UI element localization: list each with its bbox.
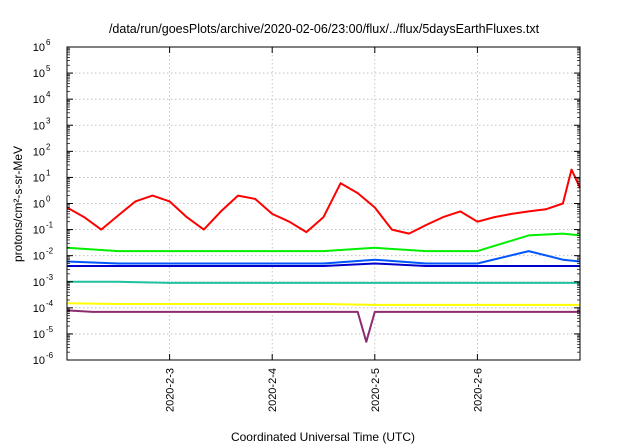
y-tick-label: 10 bbox=[33, 172, 45, 184]
y-tick-exponent: 0 bbox=[46, 195, 51, 204]
x-tick-label: 2020-2-3 bbox=[165, 368, 177, 412]
y-tick-label: 10 bbox=[33, 68, 45, 80]
y-tick-label: 10 bbox=[33, 303, 45, 315]
chart-title: /data/run/goesPlots/archive/2020-02-06/2… bbox=[109, 22, 540, 36]
y-tick-exponent: -5 bbox=[46, 325, 54, 334]
y-axis-label: protons/cm²-s-sr-MeV bbox=[11, 146, 25, 262]
y-tick-exponent: -6 bbox=[46, 351, 54, 360]
grid bbox=[67, 47, 580, 360]
y-tick-label: 10 bbox=[33, 120, 45, 132]
y-tick-label: 10 bbox=[33, 225, 45, 237]
y-tick-label: 10 bbox=[33, 277, 45, 289]
y-tick-exponent: 3 bbox=[46, 116, 51, 125]
y-tick-exponent: 4 bbox=[46, 90, 51, 99]
y-tick-exponent: 6 bbox=[46, 38, 51, 47]
series-line-5 bbox=[67, 280, 580, 284]
y-tick-exponent: -3 bbox=[46, 273, 54, 282]
y-axis: 10 -610 -510 -410 -310 -210 -110 010 110 210 310 41… bbox=[33, 38, 580, 367]
y-tick-exponent: 2 bbox=[46, 142, 51, 151]
y-tick-label: 10 bbox=[33, 94, 45, 106]
y-tick-label: 10 bbox=[33, 199, 45, 211]
y-tick-exponent: -2 bbox=[46, 247, 54, 256]
series-line-1 bbox=[66, 168, 581, 235]
x-tick-label: 2020-2-6 bbox=[472, 368, 484, 412]
x-axis: 2020-2-3 2020-2-4 2020-2-5 2020-2-6 bbox=[165, 47, 484, 412]
y-tick-label: 10 bbox=[33, 329, 45, 341]
series-line-7 bbox=[66, 309, 580, 343]
x-tick-label: 2020-2-4 bbox=[267, 368, 279, 412]
x-tick-label: 2020-2-5 bbox=[370, 368, 382, 412]
series-line-2 bbox=[66, 232, 581, 253]
y-tick-label: 10 bbox=[33, 42, 45, 54]
series-group bbox=[66, 168, 581, 343]
series-line-3 bbox=[66, 250, 581, 265]
y-tick-label: 10 bbox=[33, 355, 45, 367]
series-line-4 bbox=[67, 262, 580, 267]
y-tick-exponent: -1 bbox=[46, 221, 54, 230]
y-tick-exponent: 1 bbox=[46, 168, 51, 177]
x-axis-label: Coordinated Universal Time (UTC) bbox=[231, 430, 415, 444]
series-line-6 bbox=[66, 302, 580, 306]
y-tick-label: 10 bbox=[33, 251, 45, 263]
y-tick-label: 10 bbox=[33, 146, 45, 158]
y-tick-exponent: 5 bbox=[46, 64, 51, 73]
y-tick-exponent: -4 bbox=[46, 299, 54, 308]
